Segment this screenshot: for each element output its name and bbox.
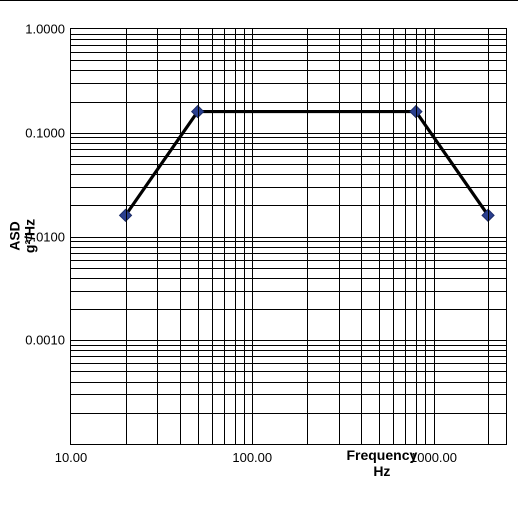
grid-hline (71, 45, 506, 46)
grid-hline (71, 268, 506, 269)
grid-hline (71, 205, 506, 206)
grid-hline (71, 137, 506, 138)
grid-hline (71, 291, 506, 292)
grid-hline (71, 247, 506, 248)
grid-hline (71, 102, 506, 103)
grid-hline (71, 345, 506, 346)
grid-hline (71, 60, 506, 61)
grid-hline (71, 34, 506, 35)
y-tick-label: 0.1000 (25, 125, 71, 140)
grid-hline (71, 363, 506, 364)
y-axis-label: ASDg²/Hz (8, 218, 39, 252)
chart-container: 1.00000.10000.01000.001010.00100.001000.… (0, 0, 518, 518)
page-top-border (0, 0, 518, 1)
grid-hline (71, 174, 506, 175)
grid-hline (71, 371, 506, 372)
grid-hline (71, 356, 506, 357)
grid-hline (71, 413, 506, 414)
grid-hline (71, 278, 506, 279)
grid-hline (71, 52, 506, 53)
grid-hline (71, 83, 506, 84)
grid-hline (71, 340, 506, 341)
grid-hline (71, 253, 506, 254)
grid-hline (71, 394, 506, 395)
grid-hline (71, 39, 506, 40)
grid-hline (71, 149, 506, 150)
grid-hline (71, 309, 506, 310)
y-tick-label: 1.0000 (25, 22, 71, 37)
y-tick-label: 0.0010 (25, 333, 71, 348)
grid-hline (71, 350, 506, 351)
grid-hline (71, 260, 506, 261)
x-axis-label: FrequencyHz (327, 447, 437, 479)
grid-hline (71, 187, 506, 188)
grid-hline (71, 143, 506, 144)
grid-hline (71, 156, 506, 157)
grid-hline (71, 382, 506, 383)
grid-hline (71, 164, 506, 165)
grid-hline (71, 237, 506, 238)
x-tick-label: 10.00 (55, 444, 88, 465)
grid-hline (71, 70, 506, 71)
grid-hline (71, 241, 506, 242)
grid-hline (71, 133, 506, 134)
plot-area: 1.00000.10000.01000.001010.00100.001000.… (70, 28, 507, 445)
x-tick-label: 100.00 (232, 444, 272, 465)
